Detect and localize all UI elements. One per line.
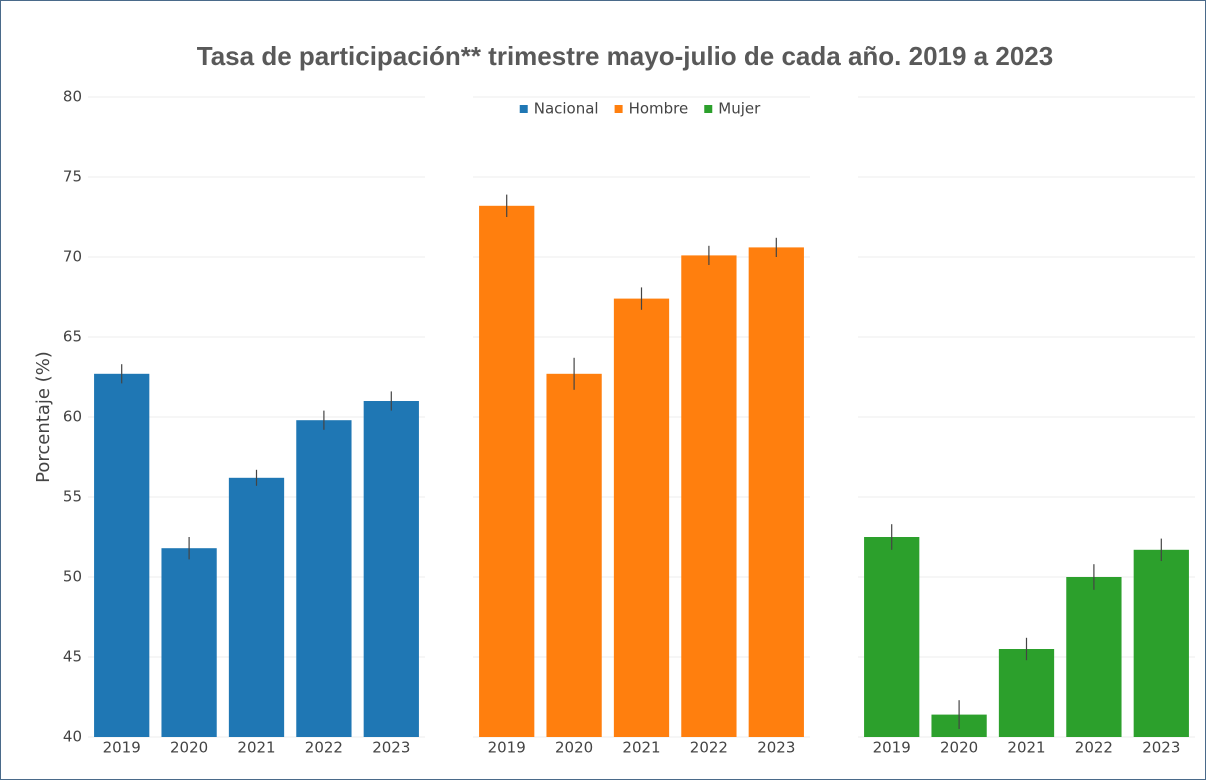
y-tick-label: 65 <box>63 328 82 346</box>
x-tick-label: 2020 <box>170 739 208 757</box>
y-tick-label: 80 <box>63 88 82 106</box>
x-tick-label: 2019 <box>873 739 911 757</box>
y-tick-label: 55 <box>63 488 82 506</box>
y-tick-label: 60 <box>63 408 82 426</box>
chart-title: Tasa de participación** trimestre mayo-j… <box>197 41 1053 71</box>
x-tick-label: 2023 <box>757 739 795 757</box>
bar <box>998 649 1055 737</box>
bar <box>1066 577 1122 737</box>
legend-swatch <box>519 105 528 113</box>
x-tick-label: 2022 <box>690 739 728 757</box>
bar <box>228 477 285 737</box>
x-tick-label: 2021 <box>622 739 660 757</box>
x-tick-label: 2019 <box>488 739 526 757</box>
x-tick-label: 2022 <box>305 739 343 757</box>
legend-swatch <box>614 105 623 113</box>
legend-label: Hombre <box>629 100 689 118</box>
bar <box>363 401 419 737</box>
bar <box>546 373 602 737</box>
bar <box>479 205 535 738</box>
y-tick-label: 40 <box>63 728 82 746</box>
x-tick-label: 2021 <box>237 739 275 757</box>
x-tick-label: 2020 <box>555 739 593 757</box>
x-tick-label: 2023 <box>372 739 410 757</box>
y-tick-label: 50 <box>63 568 82 586</box>
legend-swatch <box>704 105 713 113</box>
bar <box>161 548 217 737</box>
bar <box>613 298 670 737</box>
y-tick-label: 45 <box>63 648 82 666</box>
bar <box>94 373 150 737</box>
bar <box>1133 549 1189 737</box>
y-tick-label: 70 <box>63 248 82 266</box>
bar <box>296 420 352 737</box>
legend-label: Mujer <box>718 100 761 118</box>
x-tick-label: 2021 <box>1007 739 1045 757</box>
y-axis-label: Porcentaje (%) <box>33 351 54 483</box>
bar <box>681 255 737 737</box>
x-tick-label: 2020 <box>940 739 978 757</box>
x-tick-label: 2019 <box>103 739 141 757</box>
legend-label: Nacional <box>534 100 599 118</box>
x-tick-label: 2022 <box>1075 739 1113 757</box>
x-tick-label: 2023 <box>1142 739 1180 757</box>
bar <box>864 537 920 737</box>
y-tick-label: 75 <box>63 168 82 186</box>
bar <box>748 247 804 737</box>
